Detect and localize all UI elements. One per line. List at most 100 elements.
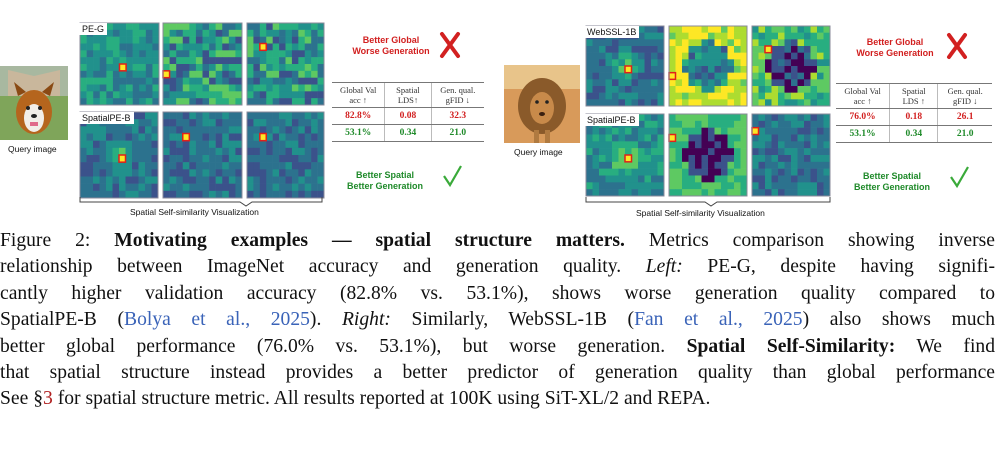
heatmap-cell	[259, 84, 267, 92]
heatmap-cell	[80, 50, 87, 58]
heatmap-cell	[701, 99, 709, 107]
heatmap-cell	[721, 114, 728, 122]
heatmap-cell	[675, 72, 683, 80]
citation-link[interactable]: Fan et al., 2025	[634, 309, 803, 331]
heatmap-cell	[682, 32, 689, 40]
heatmap-cell	[714, 148, 722, 156]
heatmap-cell	[163, 91, 170, 99]
heatmap-cell	[721, 120, 728, 128]
heatmap-cell	[93, 147, 100, 156]
heatmap-cell	[612, 99, 619, 107]
heatmap-cell	[291, 64, 299, 72]
heatmap-cell	[132, 91, 140, 99]
heatmap-cell	[791, 168, 798, 176]
heatmap-cell	[638, 168, 645, 176]
heatmap-cell	[202, 70, 210, 78]
heatmap-cell	[612, 46, 619, 53]
heatmap-cell	[285, 70, 293, 78]
heatmap-cell	[644, 134, 652, 142]
heatmap-cell	[638, 182, 645, 190]
heatmap-cell	[235, 23, 243, 31]
citation-link[interactable]: Bolya et al., 2025	[124, 309, 310, 331]
heatmap-cell	[605, 148, 613, 156]
heatmap-cell	[675, 39, 683, 47]
heatmap-cell	[592, 86, 600, 93]
table-cell: 21.0	[430, 124, 484, 142]
heatmap-cell	[126, 29, 133, 37]
heatmap-cell	[291, 23, 299, 31]
heatmap-cell	[695, 79, 702, 87]
heatmap-cell	[618, 175, 626, 183]
heatmap-cell	[791, 26, 798, 33]
heatmap-cell	[625, 72, 632, 80]
heatmap-cell	[740, 39, 748, 47]
heatmap-cell	[182, 77, 190, 85]
heatmap-cell	[222, 84, 230, 92]
heatmap-cell	[657, 79, 665, 87]
heatmap-cell	[169, 91, 177, 99]
heatmap-cell	[752, 175, 759, 183]
heatmap-cell	[727, 168, 735, 176]
heatmap-cell	[823, 161, 831, 169]
heatmap-cell	[765, 26, 772, 33]
heatmap-cell	[708, 148, 715, 156]
heatmap-cell	[145, 70, 153, 78]
heatmap-cell	[182, 126, 190, 134]
heatmap-cell	[714, 46, 722, 53]
heatmap-cell	[235, 183, 243, 192]
heatmap-cell	[126, 70, 133, 78]
heatmap-cell	[817, 114, 824, 122]
heatmap-cell	[291, 36, 299, 44]
heatmap-cell	[758, 189, 766, 197]
heatmap-cell	[132, 36, 140, 44]
heatmap-cell	[266, 29, 273, 37]
heatmap-cell	[106, 36, 114, 44]
heatmap-cell	[810, 114, 818, 122]
heatmap-cell	[817, 46, 824, 53]
heatmap-cell	[708, 161, 715, 169]
heatmap-cell	[126, 50, 133, 58]
heatmap-cell	[810, 175, 818, 183]
heatmap-cell	[169, 98, 177, 106]
heatmap-cell	[169, 36, 177, 44]
heatmap-cell	[86, 70, 94, 78]
heatmap-cell	[657, 39, 665, 47]
heatmap-cell	[163, 147, 170, 156]
heatmap-cell	[638, 66, 645, 73]
heatmap-cell	[669, 59, 676, 67]
heatmap-cell	[279, 98, 286, 106]
caption-text: See §	[0, 388, 43, 410]
heatmap-cell	[152, 43, 160, 51]
heatmap-cell	[758, 92, 766, 100]
heatmap-cell	[139, 36, 147, 44]
heatmap-cell	[734, 39, 741, 47]
heatmap-cell	[721, 168, 728, 176]
heatmap-cell	[592, 168, 600, 176]
heatmap-cell	[266, 155, 273, 163]
heatmap-cell	[195, 190, 203, 199]
heatmap-cell	[765, 59, 772, 67]
heatmap-cell	[612, 52, 619, 60]
heatmap-cell	[701, 189, 709, 197]
heatmap-cell	[605, 72, 613, 80]
heatmap-cell	[651, 79, 658, 87]
heatmap-cell	[259, 91, 267, 99]
heatmap-cell	[701, 79, 709, 87]
section-link[interactable]: 3	[43, 388, 53, 410]
heatmap-cell	[605, 66, 613, 73]
heatmap-cell	[145, 112, 152, 120]
heatmap-cell	[132, 70, 140, 78]
heatmap-cell	[752, 72, 759, 80]
query-patch-marker	[751, 126, 760, 136]
heatmap-cell	[797, 39, 805, 47]
heatmap-cell	[651, 66, 658, 73]
heatmap-cell	[791, 127, 798, 135]
heatmap-cell	[727, 79, 735, 87]
heatmap-cell	[688, 141, 696, 149]
heatmap-cell	[228, 70, 236, 78]
heatmap-cell	[145, 140, 152, 149]
heatmap-cell	[195, 84, 203, 92]
heatmap-cell	[138, 119, 146, 127]
heatmap-cell	[259, 169, 267, 177]
heatmap-cell	[669, 52, 676, 60]
